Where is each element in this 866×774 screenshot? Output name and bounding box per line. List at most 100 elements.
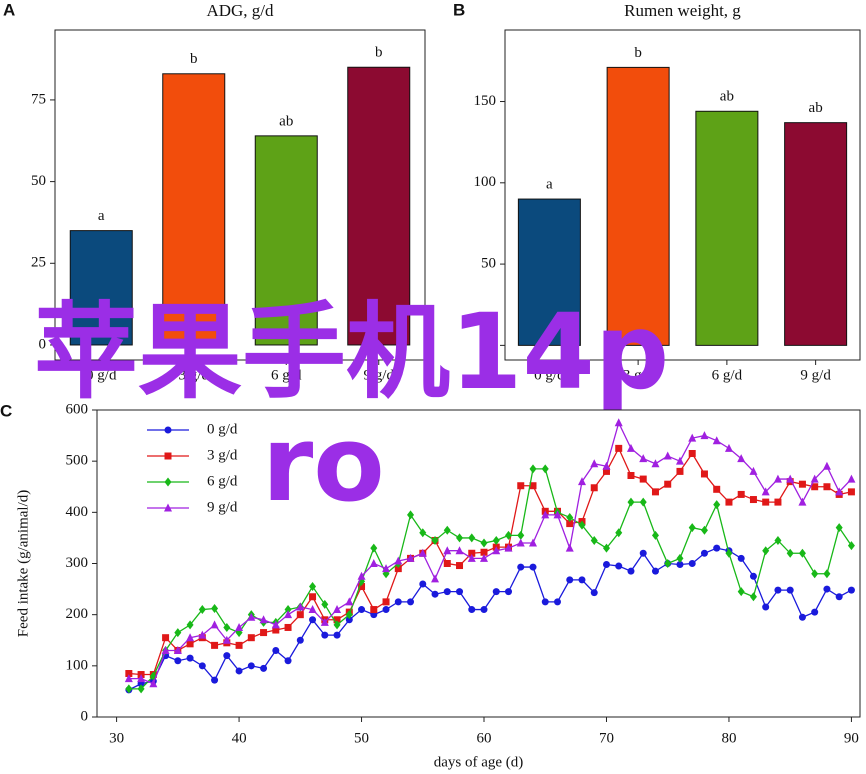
point — [247, 662, 255, 670]
point — [725, 498, 733, 506]
point — [749, 466, 758, 475]
point — [822, 461, 831, 470]
point — [480, 548, 488, 556]
point — [823, 569, 831, 579]
point — [333, 620, 341, 630]
point — [308, 605, 317, 614]
x-tick-label: 80 — [721, 730, 736, 746]
bar — [606, 66, 670, 346]
point — [173, 645, 182, 654]
point — [406, 553, 415, 562]
panel-label: C — [0, 401, 12, 420]
bar — [69, 230, 133, 346]
x-tick-label: 0 g/d — [86, 367, 117, 383]
point — [626, 443, 635, 452]
point — [577, 477, 586, 486]
x-tick-label: 90 — [844, 730, 859, 746]
point — [382, 598, 390, 606]
point — [125, 684, 133, 694]
point — [541, 598, 549, 606]
chart-title: ADG, g/d — [206, 1, 274, 20]
x-tick-label: 6 g/d — [712, 367, 743, 383]
point — [259, 615, 268, 624]
point — [284, 610, 293, 619]
point — [480, 538, 488, 548]
bar-annotation: ab — [720, 89, 734, 105]
point — [284, 605, 292, 615]
point — [431, 590, 439, 598]
point — [210, 620, 219, 629]
point — [713, 500, 721, 510]
point — [676, 561, 684, 569]
watermark: ro — [262, 403, 385, 525]
legend-label: 3 g/d — [207, 447, 238, 463]
point — [370, 606, 378, 614]
x-tick-label: 6 g/d — [271, 367, 302, 383]
point — [639, 475, 647, 483]
point — [786, 548, 794, 558]
point — [798, 548, 806, 558]
point — [235, 641, 243, 649]
point — [358, 583, 366, 591]
point — [762, 498, 770, 506]
point — [198, 630, 207, 639]
point — [615, 444, 623, 452]
point — [847, 488, 855, 496]
plot-frame — [504, 29, 861, 361]
point — [688, 449, 696, 457]
point — [320, 617, 329, 626]
point — [211, 641, 219, 649]
point — [468, 606, 476, 614]
watermark: 苹果手机14p — [34, 291, 669, 413]
point — [688, 433, 697, 442]
point — [651, 567, 659, 575]
bar-annotation: b — [634, 45, 642, 61]
point — [835, 487, 844, 496]
y-tick-label: 50 — [481, 256, 496, 272]
point — [615, 562, 623, 570]
y-tick-label: 200 — [66, 606, 89, 622]
point — [174, 628, 182, 638]
point — [333, 631, 341, 639]
point — [712, 436, 721, 445]
point — [774, 586, 782, 594]
point — [676, 467, 684, 475]
point — [749, 592, 757, 602]
point — [345, 616, 353, 624]
point — [835, 593, 843, 601]
point — [321, 631, 329, 639]
point — [516, 538, 525, 547]
point — [529, 482, 537, 490]
point — [749, 572, 757, 580]
point — [517, 530, 525, 540]
y-tick-label: 150 — [474, 93, 497, 109]
point — [309, 593, 317, 601]
point — [762, 603, 770, 611]
x-tick-label: 3 g/d — [179, 367, 210, 383]
point — [529, 563, 537, 571]
point — [468, 549, 476, 557]
bar — [254, 135, 318, 346]
point — [688, 523, 696, 533]
point — [639, 454, 648, 463]
x-tick-label: 40 — [232, 730, 247, 746]
point — [639, 549, 647, 557]
point — [737, 490, 745, 498]
point — [590, 459, 599, 468]
point — [124, 674, 133, 683]
point — [162, 634, 170, 642]
point — [688, 560, 696, 567]
y-tick-label: 0 — [81, 708, 89, 724]
point — [296, 602, 305, 611]
y-tick-label: 400 — [66, 504, 89, 520]
point — [260, 629, 268, 637]
point — [651, 488, 659, 496]
point — [161, 645, 170, 654]
point — [664, 559, 672, 568]
point — [492, 546, 501, 555]
point — [541, 464, 549, 474]
point — [627, 471, 635, 479]
bar-annotation: b — [375, 45, 383, 61]
point — [260, 664, 268, 672]
point — [505, 588, 513, 596]
